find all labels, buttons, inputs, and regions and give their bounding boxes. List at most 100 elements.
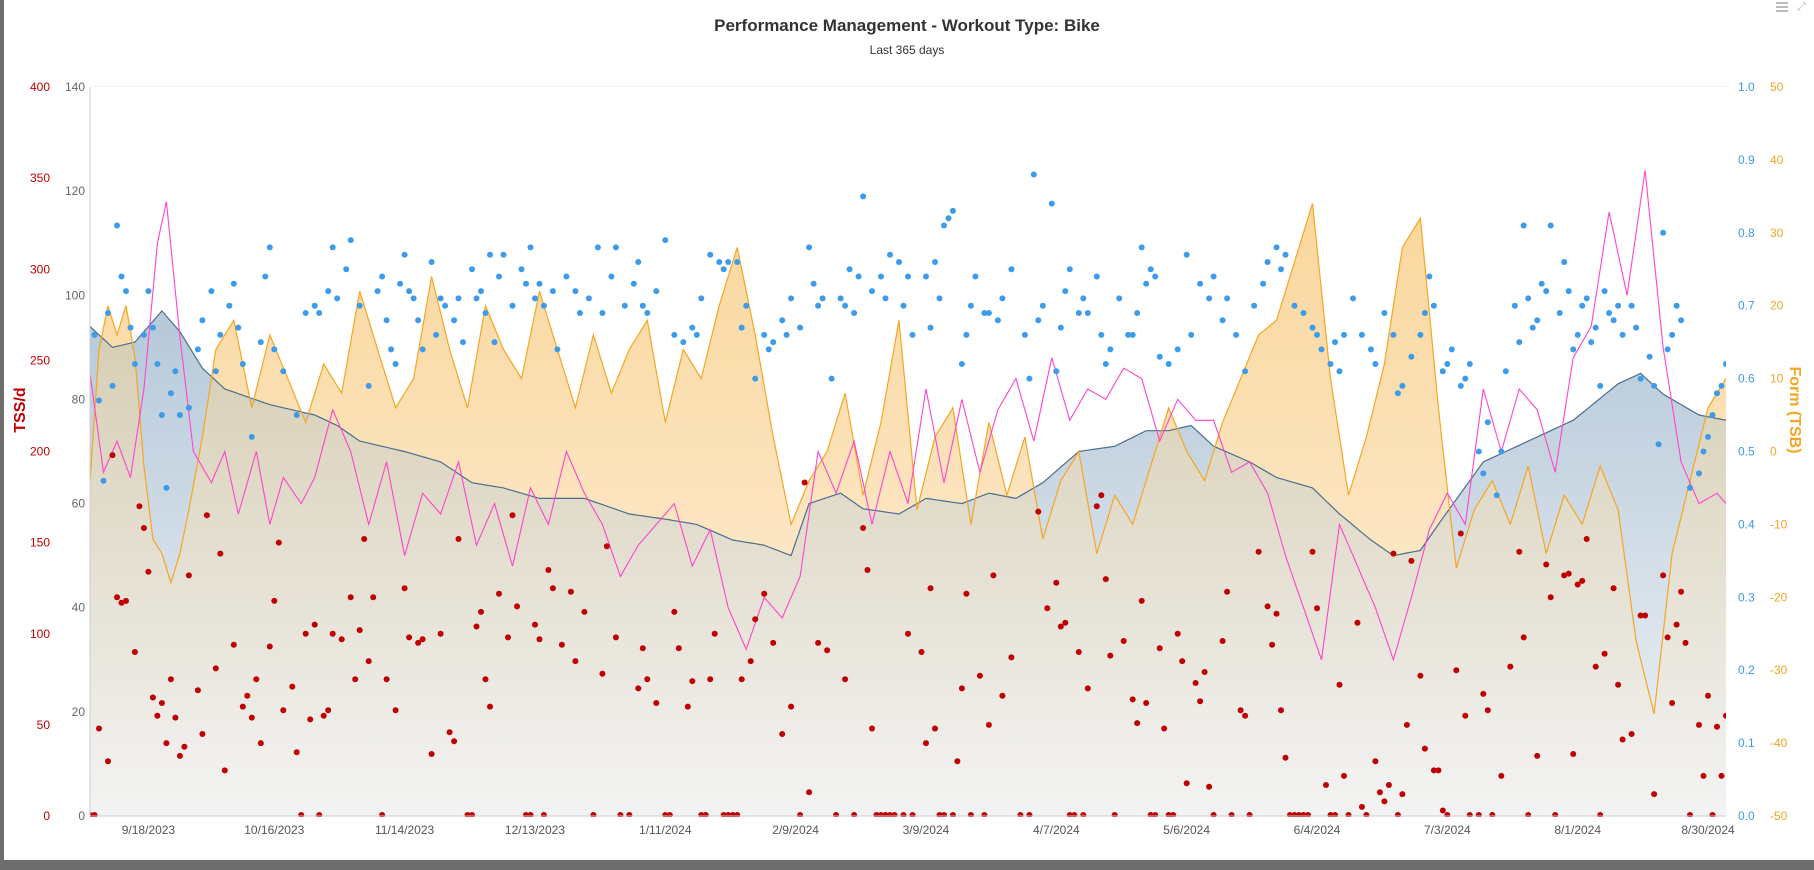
chart-subtitle: Last 365 days xyxy=(869,43,945,57)
fitness-tick-label: 100 xyxy=(65,288,85,302)
if-point xyxy=(779,317,786,324)
if-point xyxy=(851,310,858,316)
if-point xyxy=(743,302,750,309)
if-point xyxy=(114,222,120,229)
if-point xyxy=(311,302,318,309)
tss-point xyxy=(1210,812,1217,817)
tss-point xyxy=(1183,780,1190,787)
if-point xyxy=(572,288,579,295)
if-point xyxy=(797,324,804,331)
tss-point xyxy=(244,692,251,699)
if-point xyxy=(882,295,889,302)
tss-point xyxy=(1278,707,1284,714)
if-point xyxy=(1678,317,1685,324)
if-point xyxy=(869,288,875,295)
tss-point xyxy=(275,539,282,546)
tss-point xyxy=(221,767,228,774)
tss-point xyxy=(383,676,390,683)
tss-point xyxy=(833,812,840,817)
if-point xyxy=(905,273,911,280)
form-tick-label: 0 xyxy=(1770,445,1777,459)
if-point xyxy=(118,273,125,280)
if-point xyxy=(217,331,224,338)
if-point xyxy=(985,310,992,316)
fitness-tick-label: 20 xyxy=(72,705,86,719)
tss-point xyxy=(158,700,165,706)
if-point xyxy=(478,288,484,295)
x-tick-label: 11/14/2023 xyxy=(375,823,434,837)
tss-point xyxy=(1682,639,1689,646)
if-point xyxy=(208,288,215,295)
tss-point xyxy=(1673,621,1680,628)
if-point xyxy=(644,310,651,316)
form-tick-label: -40 xyxy=(1770,736,1788,750)
if-point xyxy=(1264,259,1271,265)
tss-point xyxy=(1179,658,1186,665)
if-point xyxy=(1381,310,1388,316)
if-point xyxy=(365,382,372,389)
tss-point xyxy=(253,676,260,683)
if-point xyxy=(878,273,884,280)
if-point xyxy=(1341,331,1347,338)
tss-point xyxy=(1224,588,1231,595)
if-point xyxy=(1660,229,1667,236)
if-point xyxy=(1242,368,1249,375)
if-point xyxy=(981,310,988,316)
collapse-arrows-icon[interactable]: ⤢ xyxy=(1797,1,1806,13)
if-point xyxy=(621,302,628,309)
if-point xyxy=(1350,295,1356,302)
if-point xyxy=(837,295,844,302)
tss-point xyxy=(1385,782,1392,788)
tss-point xyxy=(954,758,961,765)
if-point xyxy=(347,237,354,244)
tss-point xyxy=(1138,597,1145,604)
if-point xyxy=(1057,324,1064,331)
if-point xyxy=(1143,280,1150,287)
tss-point xyxy=(1462,712,1469,719)
tss-point xyxy=(626,812,633,817)
if-tick-label: 0.2 xyxy=(1738,663,1755,677)
tss-point xyxy=(734,812,741,817)
tss-point xyxy=(1269,641,1276,648)
overlap-area xyxy=(90,339,1726,816)
if-point xyxy=(1723,361,1726,367)
if-point xyxy=(1705,433,1711,440)
tss-point xyxy=(1314,605,1320,612)
tss-point xyxy=(1430,767,1437,774)
if-point xyxy=(1260,280,1267,287)
tss-point xyxy=(1669,700,1676,706)
x-tick-label: 12/13/2023 xyxy=(505,823,565,837)
if-point xyxy=(1084,310,1091,316)
if-point xyxy=(410,295,417,302)
if-point xyxy=(1574,331,1581,338)
fitness-tick-label: 80 xyxy=(72,392,86,406)
if-tick-label: 0.3 xyxy=(1738,590,1755,604)
if-point xyxy=(154,361,161,367)
if-point xyxy=(698,295,705,302)
form-line xyxy=(90,203,1726,715)
if-point xyxy=(325,288,332,295)
tss-point xyxy=(1242,712,1249,719)
tss-point xyxy=(1098,492,1105,499)
if-point xyxy=(1080,295,1087,302)
tss-point xyxy=(478,608,484,615)
tss-point xyxy=(338,636,345,643)
if-point xyxy=(1516,339,1523,346)
if-point xyxy=(149,324,156,331)
tss-point xyxy=(473,623,480,630)
plot-area xyxy=(90,87,1726,817)
tss-point xyxy=(1174,630,1181,637)
if-point xyxy=(680,339,687,346)
if-point xyxy=(212,368,219,375)
tss-point xyxy=(455,536,462,542)
if-point xyxy=(1048,200,1055,207)
tss-point xyxy=(1080,812,1087,817)
tss-point xyxy=(239,703,246,710)
if-point xyxy=(266,244,273,251)
hamburger-menu-icon[interactable] xyxy=(1776,2,1788,12)
tss-point xyxy=(118,599,125,606)
tss-point xyxy=(415,639,422,646)
if-point xyxy=(1529,324,1536,331)
tss-point xyxy=(779,731,786,737)
tss-point xyxy=(96,725,102,732)
